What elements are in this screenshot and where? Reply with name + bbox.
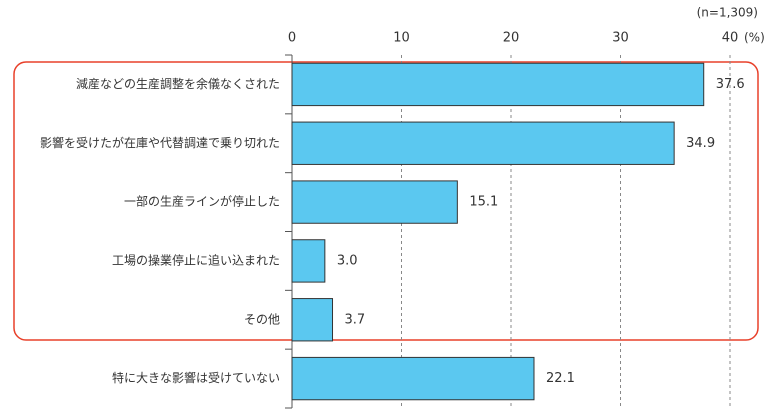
bar [291, 62, 705, 107]
x-tick-label: 10 [393, 31, 410, 46]
y-tick-label: 影響を受けたが在庫や代替調達で乗り切れた [40, 135, 280, 150]
y-tick-label: その他 [244, 312, 280, 326]
sample-size: (n=1,309) [697, 6, 758, 20]
x-tick-label: 0 [288, 31, 296, 46]
x-tick-label: 40 [722, 31, 739, 46]
y-tick-label: 一部の生産ラインが停止した [124, 194, 280, 209]
data-label: 3.0 [337, 253, 358, 268]
x-axis-unit: (%) [744, 31, 765, 45]
data-label: 37.6 [716, 77, 745, 92]
bar [291, 298, 334, 342]
bar [291, 356, 535, 401]
x-tick-label: 20 [503, 31, 520, 46]
highlight-box [13, 61, 759, 341]
y-tick-label: 特に大きな影響は受けていない [112, 370, 280, 385]
y-tick-label: 工場の操業停止に追い込まれた [112, 252, 280, 267]
bar [291, 180, 458, 224]
x-tick-label: 30 [612, 31, 629, 46]
bar [291, 121, 675, 165]
data-label: 15.1 [469, 195, 498, 210]
data-label: 3.7 [345, 312, 366, 327]
bar [291, 239, 326, 283]
data-label: 34.9 [686, 136, 715, 151]
y-tick-label: 減産などの生産調整を余儀なくされた [76, 76, 280, 91]
data-label: 22.1 [546, 371, 575, 386]
